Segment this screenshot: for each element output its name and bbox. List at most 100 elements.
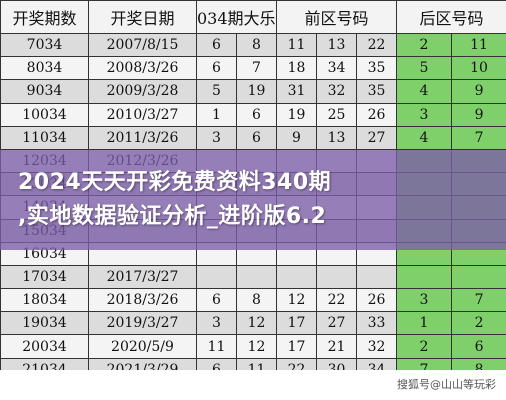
front-number-cell: 3 <box>196 125 237 150</box>
back-number-cell: 9 <box>451 102 506 127</box>
issue-cell: 17034 <box>0 264 89 290</box>
back-number-cell: 6 <box>451 334 506 359</box>
date-cell: 2009/3/28 <box>88 79 197 104</box>
front-number-cell: 27 <box>316 311 358 336</box>
issue-cell: 8034 <box>0 56 89 81</box>
date-cell: 2010/3/27 <box>88 102 197 127</box>
title-overlay-banner: 2024天天开彩免费资料340期 ,实地数据验证分析_进阶版6.2 <box>0 150 506 250</box>
front-number-cell: 32 <box>356 334 398 359</box>
front-number-cell: 8 <box>235 288 278 313</box>
back-number-cell <box>451 264 506 290</box>
front-number-cell <box>196 264 237 290</box>
front-number-cell: 27 <box>356 125 398 150</box>
front-number-cell: 35 <box>356 56 398 81</box>
header-draw: 034期大乐透 <box>195 0 278 34</box>
front-number-cell: 17 <box>276 311 318 336</box>
back-number-cell <box>396 264 453 290</box>
front-number-cell: 9 <box>276 125 318 150</box>
front-number-cell: 13 <box>316 32 358 58</box>
front-number-cell: 22 <box>356 32 398 58</box>
issue-cell: 20034 <box>0 334 89 359</box>
back-number-cell: 10 <box>451 56 506 81</box>
back-number-cell: 11 <box>451 32 506 58</box>
header-back-zone: 后区号码 <box>396 0 506 34</box>
issue-cell: 9034 <box>0 79 89 104</box>
front-number-cell: 35 <box>356 79 398 104</box>
back-number-cell: 7 <box>451 288 506 313</box>
back-number-cell: 9 <box>451 79 506 104</box>
front-number-cell: 13 <box>316 125 358 150</box>
front-number-cell: 21 <box>316 334 358 359</box>
front-number-cell: 1 <box>196 102 237 127</box>
front-number-cell: 33 <box>356 311 398 336</box>
table-row: 20034 2020/5/9 11 12 17 21 32 2 6 <box>0 334 506 359</box>
front-number-cell <box>316 264 358 290</box>
front-number-cell: 8 <box>235 32 278 58</box>
issue-cell: 19034 <box>0 311 89 336</box>
date-cell: 2007/8/15 <box>88 32 197 58</box>
front-number-cell: 34 <box>316 56 358 81</box>
back-number-cell: 1 <box>396 311 453 336</box>
back-number-cell: 3 <box>396 102 453 127</box>
back-number-cell: 2 <box>396 32 453 58</box>
date-cell: 2017/3/27 <box>88 264 197 290</box>
table-row: 19034 2019/3/27 3 12 17 27 33 1 2 <box>0 311 506 336</box>
front-number-cell: 31 <box>276 79 318 104</box>
front-number-cell: 6 <box>196 32 237 58</box>
overlay-title-line-2: ,实地数据验证分析_进阶版6.2 <box>18 204 327 229</box>
front-number-cell: 32 <box>316 79 358 104</box>
front-number-cell: 6 <box>235 125 278 150</box>
front-number-cell: 26 <box>356 288 398 313</box>
back-number-cell: 4 <box>396 125 453 150</box>
table-header-row: 开奖期数 开奖日期 034期大乐透 前区号码 后区号码 <box>0 0 506 34</box>
front-number-cell: 3 <box>196 311 237 336</box>
front-number-cell <box>356 264 398 290</box>
table-row: 11034 2011/3/26 3 6 9 13 27 4 7 <box>0 125 506 150</box>
front-number-cell: 12 <box>235 311 278 336</box>
issue-cell: 11034 <box>0 125 89 150</box>
front-number-cell: 22 <box>316 288 358 313</box>
table-row: 7034 2007/8/15 6 8 11 13 22 2 11 <box>0 32 506 58</box>
front-number-cell: 12 <box>276 288 318 313</box>
front-number-cell: 26 <box>356 102 398 127</box>
front-number-cell: 5 <box>196 79 237 104</box>
date-cell: 2011/3/26 <box>88 125 197 150</box>
issue-cell: 18034 <box>0 288 89 313</box>
header-issue: 开奖期数 <box>0 0 89 34</box>
front-number-cell: 19 <box>235 79 278 104</box>
front-number-cell: 6 <box>196 56 237 81</box>
issue-cell: 10034 <box>0 102 89 127</box>
front-number-cell: 6 <box>196 288 237 313</box>
front-number-cell: 18 <box>276 56 318 81</box>
front-number-cell: 11 <box>196 334 237 359</box>
overlay-title-line-1: 2024天天开彩免费资料340期 <box>18 170 332 195</box>
header-date: 开奖日期 <box>88 0 197 34</box>
front-number-cell: 25 <box>316 102 358 127</box>
back-number-cell: 2 <box>396 334 453 359</box>
front-number-cell: 6 <box>235 102 278 127</box>
back-number-cell: 5 <box>396 56 453 81</box>
watermark-text: 搜狐号@山山等玩彩 <box>397 378 496 391</box>
front-number-cell: 12 <box>235 334 278 359</box>
back-number-cell: 3 <box>396 288 453 313</box>
footer-strip: 搜狐号@山山等玩彩 <box>0 370 506 400</box>
issue-cell: 7034 <box>0 32 89 58</box>
table-row: 9034 2009/3/28 5 19 31 32 35 4 9 <box>0 79 506 104</box>
table-row: 8034 2008/3/26 6 7 18 34 35 5 10 <box>0 56 506 81</box>
header-front-zone: 前区号码 <box>276 0 398 34</box>
date-cell: 2008/3/26 <box>88 56 197 81</box>
date-cell: 2018/3/26 <box>88 288 197 313</box>
date-cell: 2020/5/9 <box>88 334 197 359</box>
front-number-cell: 11 <box>276 32 318 58</box>
front-number-cell <box>276 264 318 290</box>
front-number-cell: 7 <box>235 56 278 81</box>
front-number-cell <box>235 264 278 290</box>
table-row: 10034 2010/3/27 1 6 19 25 26 3 9 <box>0 102 506 127</box>
back-number-cell: 7 <box>451 125 506 150</box>
front-number-cell: 19 <box>276 102 318 127</box>
front-number-cell: 17 <box>276 334 318 359</box>
back-number-cell: 4 <box>396 79 453 104</box>
date-cell: 2019/3/27 <box>88 311 197 336</box>
back-number-cell: 2 <box>451 311 506 336</box>
table-row: 17034 2017/3/27 <box>0 264 506 290</box>
